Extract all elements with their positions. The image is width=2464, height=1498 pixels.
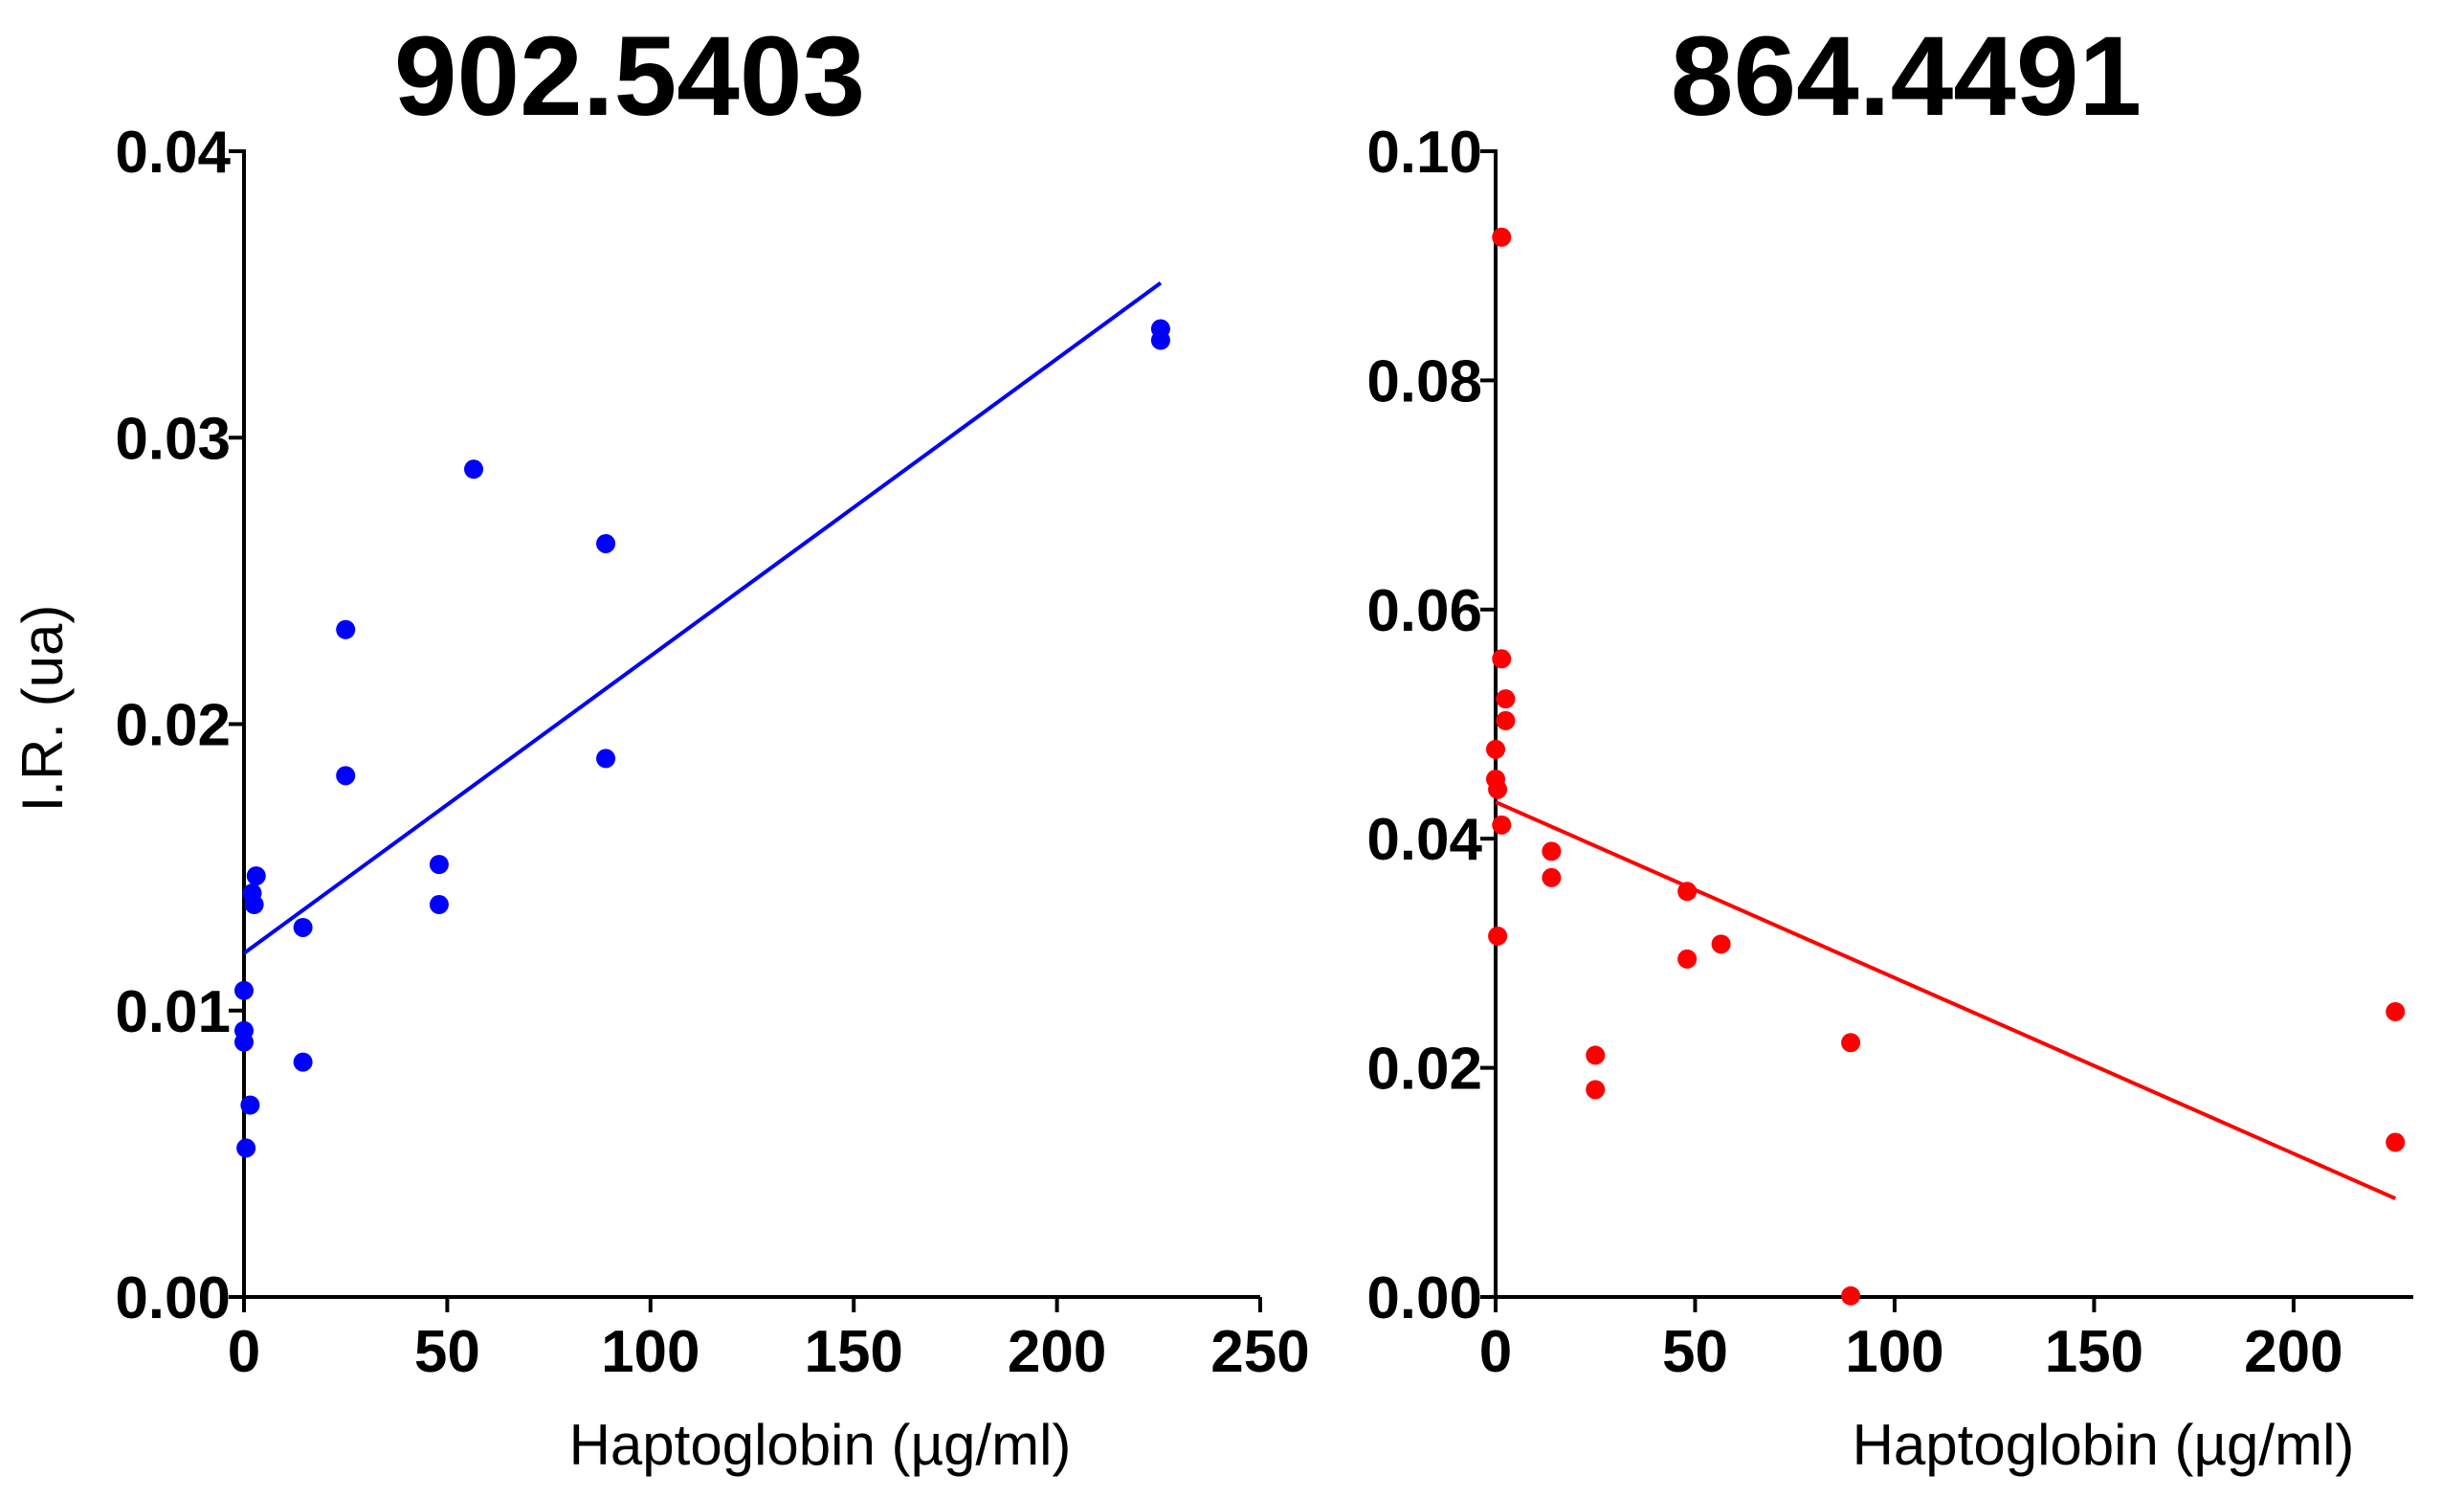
x-tick-label: 0: [228, 1319, 260, 1385]
x-tick-label: 100: [601, 1319, 699, 1385]
data-point: [429, 895, 449, 915]
x-tick-label: 150: [804, 1319, 902, 1385]
data-point: [1492, 649, 1512, 669]
y-tick-label: 0.02: [1366, 1037, 1482, 1103]
x-tick-label: 50: [1662, 1319, 1728, 1385]
data-point: [1711, 934, 1731, 954]
data-point: [1492, 227, 1512, 247]
x-tick-label: 250: [1210, 1319, 1309, 1385]
data-point: [1841, 1033, 1861, 1053]
data-point: [336, 619, 356, 639]
data-point: [293, 917, 313, 937]
data-point: [596, 533, 616, 553]
data-point: [1488, 779, 1508, 799]
x-tick-label: 0: [1479, 1319, 1512, 1385]
x-tick-label: 150: [2045, 1319, 2143, 1385]
data-point: [1841, 1286, 1861, 1306]
y-tick-label: 0.00: [1366, 1265, 1482, 1331]
data-point: [1496, 689, 1516, 709]
data-point: [1496, 710, 1516, 730]
data-point: [1486, 739, 1505, 759]
regression-line: [1495, 800, 2397, 1200]
data-point: [1542, 867, 1562, 887]
y-tick-label: 0.04: [115, 120, 231, 186]
regression-line: [242, 281, 1163, 955]
x-tick-label: 200: [2244, 1319, 2342, 1385]
chart-902-5403: 902.5403 0.00 0.01 0.02 0.03 0.04 0 50 100 150 200…: [11, 13, 1310, 1477]
y-tick-label: 0.06: [1366, 578, 1482, 644]
data-point: [336, 766, 356, 786]
data-point: [464, 459, 484, 480]
x-tick-label: 50: [414, 1319, 480, 1385]
data-point: [1677, 882, 1698, 902]
data-point: [1492, 815, 1512, 835]
data-point: [2386, 1001, 2406, 1021]
y-tick-label: 0.01: [115, 979, 231, 1045]
data-point: [1542, 841, 1562, 861]
data-point: [234, 1032, 254, 1052]
data-point: [1150, 330, 1170, 350]
y-tick-label: 0.02: [115, 693, 231, 759]
data-point: [236, 1138, 256, 1158]
data-point: [246, 866, 266, 886]
x-axis-label: Haptoglobin (µg/ml): [1853, 1413, 2355, 1477]
y-axis-label: I.R. (ua): [11, 605, 75, 813]
y-tick-label: 0.08: [1366, 348, 1482, 414]
data-point: [1586, 1045, 1606, 1065]
data-point: [2386, 1132, 2406, 1152]
data-point: [240, 1095, 260, 1115]
data-point: [1677, 949, 1698, 969]
y-tick-label: 0.03: [115, 406, 231, 472]
data-point: [1586, 1080, 1606, 1100]
chart-864-4491: 864.4491 0.00 0.02 0.04 0.06 0.08 0.10 0 50 100 15…: [1366, 13, 2413, 1477]
y-tick-label: 0.10: [1366, 120, 1482, 186]
x-tick-label: 100: [1845, 1319, 1943, 1385]
x-tick-label: 200: [1008, 1319, 1106, 1385]
data-point: [244, 895, 264, 915]
y-tick-label: 0.04: [1366, 807, 1482, 873]
data-point: [293, 1052, 313, 1072]
data-point: [596, 749, 616, 769]
data-point: [1488, 926, 1508, 946]
data-point: [234, 980, 254, 1000]
data-point: [429, 855, 449, 875]
x-axis-label: Haptoglobin (µg/ml): [569, 1413, 1072, 1477]
chart-title: 864.4491: [1671, 13, 2142, 140]
y-tick-label: 0.00: [115, 1265, 231, 1331]
chart-title: 902.5403: [394, 13, 865, 140]
